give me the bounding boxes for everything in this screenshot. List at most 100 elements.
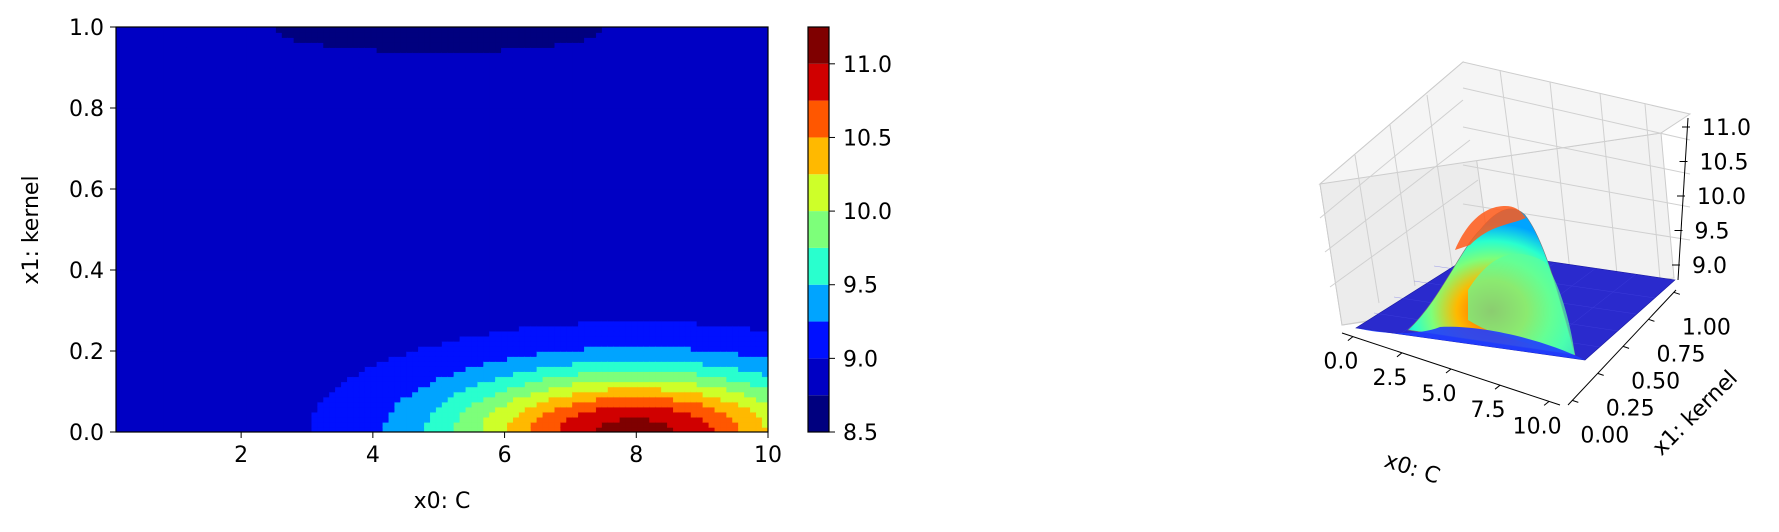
contour-cell	[406, 386, 414, 393]
contour-cell	[412, 290, 420, 297]
contour-cell	[163, 320, 171, 327]
contour-cell	[234, 82, 242, 89]
contour-cell	[116, 57, 123, 64]
contour-cell	[382, 97, 390, 104]
contour-cell	[228, 300, 236, 307]
contour-cell	[329, 360, 337, 367]
contour-cell	[441, 330, 449, 337]
contour-cell	[293, 117, 301, 124]
contour-cell	[186, 300, 194, 307]
contour-cell	[133, 305, 141, 312]
contour-cell	[287, 178, 295, 185]
contour-cell	[388, 340, 396, 347]
contour-cell	[412, 360, 420, 367]
contour-cell	[335, 183, 342, 190]
contour-cell	[435, 204, 443, 210]
contour-cell	[186, 128, 194, 135]
contour-cell	[317, 57, 325, 64]
contour-cell	[453, 183, 461, 190]
contour-cell	[240, 234, 248, 241]
contour-cell	[151, 173, 159, 180]
contour-cell	[169, 350, 177, 357]
contour-cell	[210, 295, 218, 302]
contour-cell	[175, 72, 182, 79]
contour-cell	[429, 411, 437, 418]
contour-cell	[240, 335, 248, 342]
contour-cell	[424, 31, 431, 38]
contour-cell	[264, 249, 271, 256]
contour-cell	[210, 27, 218, 33]
contour-cell	[127, 102, 135, 109]
contour-cell	[376, 133, 384, 140]
contour-cell	[281, 315, 289, 322]
contour-cell	[116, 168, 123, 175]
contour-cell	[335, 264, 342, 271]
contour-cell	[329, 345, 337, 352]
contour-cell	[222, 204, 230, 210]
contour-cell	[388, 295, 396, 302]
contour-cell	[459, 178, 467, 185]
contour-cell	[181, 421, 188, 428]
contour-cell	[281, 229, 289, 236]
contour-cell	[151, 148, 159, 155]
contour-cell	[441, 82, 449, 89]
contour-cell	[210, 173, 218, 180]
contour-cell	[311, 239, 319, 246]
contour-cell	[293, 254, 301, 261]
contour-cell	[364, 123, 372, 129]
contour-cell	[394, 214, 402, 221]
contour-cell	[388, 143, 396, 150]
contour-cell	[127, 335, 135, 342]
contour-cell	[151, 335, 159, 342]
contour-cell	[133, 123, 141, 129]
contour-cell	[228, 239, 236, 246]
contour-cell	[317, 345, 325, 352]
contour-cell	[163, 345, 171, 352]
contour-cell	[169, 406, 177, 413]
contour-cell	[352, 285, 360, 291]
contour-cell	[358, 102, 366, 109]
contour-cell	[121, 67, 129, 74]
contour-cell	[222, 376, 230, 383]
contour-cell	[435, 87, 443, 94]
contour-cell	[341, 158, 348, 165]
contour-cell	[181, 269, 188, 276]
contour-cell	[281, 391, 289, 398]
contour-cell	[299, 224, 307, 231]
contour-cell	[246, 72, 254, 79]
contour-cell	[116, 386, 123, 393]
contour-cell	[127, 386, 135, 393]
contour-cell	[246, 411, 254, 418]
contour-cell	[264, 295, 271, 302]
contour-cell	[447, 31, 455, 38]
contour-cell	[352, 335, 360, 342]
contour-cell	[210, 259, 218, 266]
contour-cell	[228, 340, 236, 347]
contour-cell	[293, 381, 301, 388]
contour-cell	[133, 198, 141, 205]
contour-cell	[275, 320, 283, 327]
contour-cell	[459, 27, 467, 33]
contour-cell	[192, 87, 200, 94]
contour-cell	[252, 350, 260, 357]
contour-cell	[192, 112, 200, 119]
contour-cell	[157, 153, 165, 160]
contour-cell	[175, 209, 182, 216]
contour-cell	[370, 259, 378, 266]
contour-cell	[459, 421, 467, 428]
contour-cell	[394, 128, 402, 135]
contour-cell	[317, 31, 325, 38]
contour-cell	[299, 381, 307, 388]
contour-cell	[418, 285, 425, 291]
contour-cell	[222, 82, 230, 89]
contour-cell	[287, 209, 295, 216]
contour-cell	[169, 366, 177, 372]
contour-cell	[192, 234, 200, 241]
contour-cell	[240, 163, 248, 170]
contour-cell	[293, 128, 301, 135]
contour-cell	[127, 77, 135, 84]
contour-cell	[352, 128, 360, 135]
contour-cell	[459, 315, 467, 322]
contour-cell	[269, 325, 277, 332]
contour-cell	[234, 381, 242, 388]
